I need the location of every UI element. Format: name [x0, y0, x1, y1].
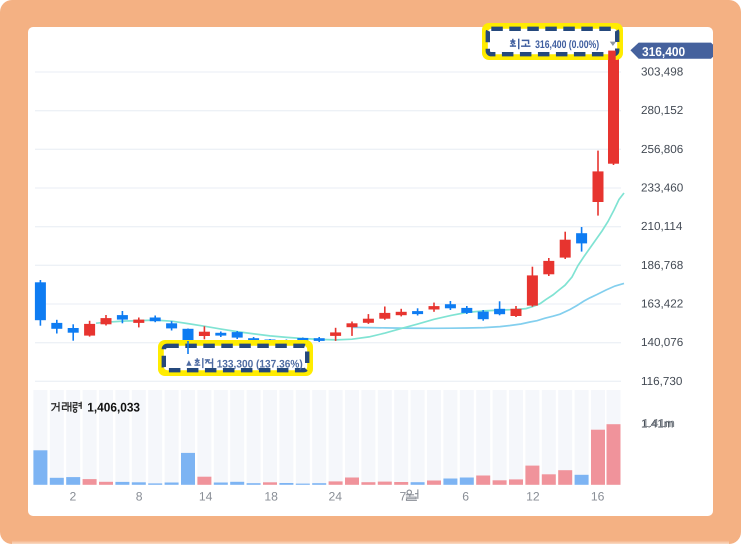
svg-text:233,460: 233,460 [641, 182, 684, 195]
svg-text:256,806: 256,806 [641, 143, 683, 156]
svg-text:12: 12 [526, 489, 540, 503]
svg-text:16: 16 [591, 489, 605, 503]
svg-text:8: 8 [136, 489, 143, 503]
svg-text:6: 6 [462, 489, 469, 503]
svg-text:303,498: 303,498 [641, 66, 683, 79]
svg-text:210,114: 210,114 [641, 220, 683, 233]
svg-text:133,300 (137.36%): 133,300 (137.36%) [217, 359, 303, 371]
svg-text:1,406,033: 1,406,033 [87, 401, 140, 415]
svg-text:18: 18 [264, 489, 278, 503]
svg-text:186,768: 186,768 [641, 259, 683, 272]
svg-text:14: 14 [199, 489, 213, 503]
svg-text:1.41m: 1.41m [642, 417, 674, 430]
svg-text:280,152: 280,152 [641, 104, 683, 117]
svg-text:116,730: 116,730 [641, 375, 683, 388]
svg-text:316,400: 316,400 [642, 44, 685, 59]
svg-text:7: 7 [400, 489, 407, 503]
svg-text:163,422: 163,422 [641, 298, 683, 311]
svg-text:24: 24 [329, 489, 343, 503]
svg-text:1.41m: 1.41m [641, 418, 673, 431]
svg-text:316,400 (0.00%): 316,400 (0.00%) [535, 39, 599, 51]
svg-text:140,076: 140,076 [641, 336, 683, 349]
svg-text:2: 2 [70, 489, 77, 503]
